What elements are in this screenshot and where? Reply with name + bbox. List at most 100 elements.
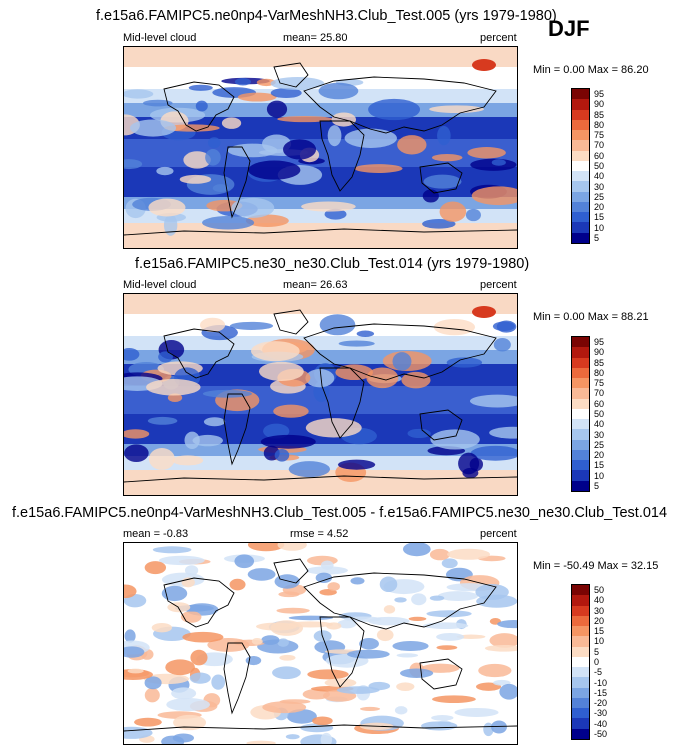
cloud-blob	[471, 186, 517, 206]
colorbar-cell	[572, 419, 589, 430]
colorbar-tick-label: -10	[594, 677, 608, 688]
cloud-blob	[172, 455, 204, 466]
diff-blob	[447, 548, 491, 560]
colorbar-cell	[572, 595, 589, 606]
colorbar-cell	[572, 119, 589, 131]
colorbar-cell	[572, 687, 589, 698]
cloud-blob	[489, 426, 517, 439]
colorbar-cell	[572, 626, 589, 637]
panel2-units: percent	[480, 279, 517, 291]
cloud-blob	[337, 459, 376, 470]
colorbar-tick-label: -20	[594, 698, 608, 709]
diff-blob	[182, 631, 224, 643]
colorbar-cell	[572, 232, 589, 243]
colorbar-tick-label: -15	[594, 687, 608, 698]
diff-blob	[379, 576, 398, 593]
diff-blob	[144, 676, 162, 690]
panel1-title: f.e15a6.FAMIPC5.ne0np4-VarMeshNH3.Club_T…	[96, 8, 557, 24]
diff-blob	[429, 548, 450, 561]
colorbar-cell	[572, 222, 589, 233]
coastline	[319, 120, 365, 192]
map-field	[124, 47, 517, 248]
colorbar-cell	[572, 378, 589, 389]
diff-blob	[172, 733, 195, 743]
diff-blob	[229, 578, 246, 591]
colorbar-tick-label: 90	[594, 99, 605, 110]
cloud-blob	[124, 347, 140, 361]
cloud-blob	[493, 338, 511, 352]
colorbar-cell	[572, 677, 589, 688]
colorbar-cell	[572, 388, 589, 399]
cloud-blob	[202, 389, 252, 398]
diff-blob	[245, 655, 262, 666]
cloud-blob	[446, 357, 483, 368]
colorbar-cell	[572, 181, 589, 192]
diff-blob	[190, 649, 208, 666]
diff-blob	[152, 546, 192, 554]
cloud-blob	[301, 201, 356, 212]
colorbar-cell	[572, 367, 589, 379]
colorbar-tick-label: 60	[594, 398, 605, 409]
diff-blob	[359, 638, 379, 650]
diff-blob	[307, 669, 349, 680]
panel3-range: Min = -50.49 Max = 32.15	[533, 560, 659, 572]
coastline	[319, 367, 365, 439]
diff-blob	[489, 633, 517, 648]
cloud-blob	[469, 394, 517, 408]
cloud-blob	[288, 461, 331, 478]
diff-blob	[478, 663, 512, 678]
diff-blob	[315, 572, 333, 584]
colorbar-tick-label: 80	[594, 367, 605, 378]
panel3-map	[123, 542, 518, 745]
diff-blob	[499, 683, 517, 700]
cloud-blob	[338, 340, 375, 347]
diff-blob	[261, 635, 280, 645]
colorbar-tick-label: 70	[594, 388, 605, 399]
cloud-blob	[327, 125, 342, 147]
panel1-map	[123, 46, 518, 249]
cloud-blob	[491, 159, 506, 166]
diff-blob	[247, 568, 276, 581]
cloud-blob	[305, 369, 335, 388]
panel1-range: Min = 0.00 Max = 86.20	[533, 64, 649, 76]
coastline	[303, 323, 497, 381]
coastline	[273, 558, 309, 584]
diff-blob	[392, 641, 429, 652]
diff-blob	[262, 701, 307, 714]
diff-blob	[161, 585, 188, 602]
season-label: DJF	[548, 16, 590, 41]
colorbar-tick-label: 30	[594, 429, 605, 440]
colorbar-cell	[572, 150, 589, 161]
colorbar-tick-label: -40	[594, 718, 608, 729]
colorbar-cell	[572, 212, 589, 223]
coastline	[419, 162, 463, 194]
diff-blob	[305, 566, 348, 575]
cloud-blob	[167, 393, 183, 403]
panel1-colorbar	[571, 88, 590, 244]
diff-blob	[327, 582, 340, 591]
colorbar-cell	[572, 398, 589, 409]
cloud-blob	[401, 371, 431, 389]
colorbar-tick-label: -30	[594, 708, 608, 719]
diff-blob	[277, 638, 289, 647]
coastline	[124, 228, 517, 236]
cloud-blob	[431, 154, 463, 162]
colorbar-cell	[572, 605, 589, 616]
panel2-title: f.e15a6.FAMIPC5.ne30_ne30.Club_Test.014 …	[135, 256, 530, 272]
cloud-blob	[422, 219, 456, 229]
cloud-blob	[263, 423, 290, 439]
colorbar-cell	[572, 718, 589, 729]
panel2-mean: mean= 26.63	[283, 279, 348, 291]
colorbar-tick-label: 5	[594, 646, 600, 657]
diff-blob	[394, 597, 407, 603]
cloud-blob	[433, 318, 476, 336]
cloud-blob	[251, 341, 300, 362]
colorbar-cell	[572, 201, 589, 213]
coastline	[124, 724, 517, 732]
coastline	[163, 328, 235, 379]
cloud-blob	[273, 404, 309, 418]
colorbar-tick-label: 50	[594, 161, 605, 172]
colorbar-tick-label: 15	[594, 460, 605, 471]
cloud-blob	[207, 137, 221, 149]
colorbar-cell	[572, 408, 589, 420]
